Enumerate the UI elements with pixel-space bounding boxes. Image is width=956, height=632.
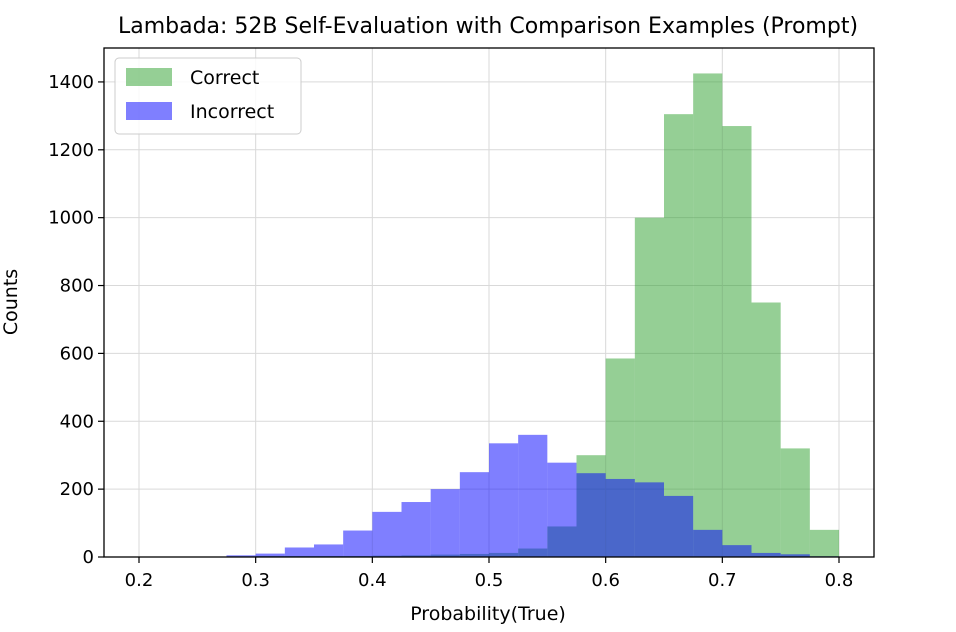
histogram-bar: [780, 448, 810, 557]
histogram-bar: [722, 545, 752, 557]
histogram-bar: [780, 554, 810, 557]
histogram-bar: [284, 547, 314, 557]
legend-label-correct: Correct: [190, 67, 259, 89]
histogram-bar: [459, 472, 489, 557]
legend-swatch-correct: [126, 68, 172, 86]
x-axis-label: Probability(True): [410, 603, 566, 625]
histogram-bar: [401, 502, 431, 557]
x-tick-label: 0.6: [591, 570, 620, 591]
histogram-bar: [547, 462, 577, 557]
histogram-bars: [226, 73, 839, 558]
y-tick-label: 1400: [48, 72, 94, 93]
histogram-bar: [430, 489, 460, 557]
histogram-bar: [255, 553, 285, 557]
y-tick-label: 200: [60, 479, 94, 500]
x-tick-label: 0.3: [241, 570, 270, 591]
histogram-bar: [693, 73, 723, 557]
chart-title: Lambada: 52B Self-Evaluation with Compar…: [118, 14, 858, 39]
histogram-bar: [489, 443, 519, 557]
y-axis-label: Counts: [0, 269, 22, 335]
histogram-bar: [722, 126, 752, 558]
x-tick-label: 0.4: [358, 570, 387, 591]
histogram-bar: [809, 529, 839, 557]
y-tick-label: 1200: [48, 140, 94, 161]
y-tick-label: 400: [60, 411, 94, 432]
legend-swatch-incorrect: [126, 102, 172, 120]
histogram-bar: [664, 495, 694, 557]
histogram-bar: [634, 482, 664, 557]
legend: Correct Incorrect: [114, 57, 302, 135]
y-tick-label: 600: [60, 343, 94, 364]
histogram-bar: [343, 530, 373, 557]
histogram-bar: [226, 555, 256, 557]
histogram-bar: [372, 511, 402, 557]
histogram-bar: [576, 473, 606, 557]
x-tick-label: 0.7: [708, 570, 737, 591]
histogram-bar: [693, 529, 723, 557]
y-tick-label: 800: [60, 276, 94, 297]
histogram-bar: [518, 434, 548, 557]
y-tick-label: 1000: [48, 208, 94, 229]
x-tick-label: 0.5: [475, 570, 504, 591]
histogram-bar: [751, 552, 781, 557]
x-axis-ticks: 0.2 0.3 0.4 0.5 0.6 0.7 0.8: [125, 557, 854, 591]
histogram-bar: [751, 302, 781, 557]
histogram-bar: [605, 478, 635, 557]
y-tick-label: 0: [83, 547, 94, 568]
x-tick-label: 0.8: [825, 570, 854, 591]
x-tick-label: 0.2: [125, 570, 154, 591]
histogram-bar: [314, 544, 344, 557]
series-incorrect-bars: [226, 434, 839, 557]
y-axis-ticks: 0 200 400 600 800 1000 1200 1400: [48, 72, 104, 568]
legend-label-incorrect: Incorrect: [190, 101, 274, 123]
histogram-bar: [664, 114, 694, 558]
